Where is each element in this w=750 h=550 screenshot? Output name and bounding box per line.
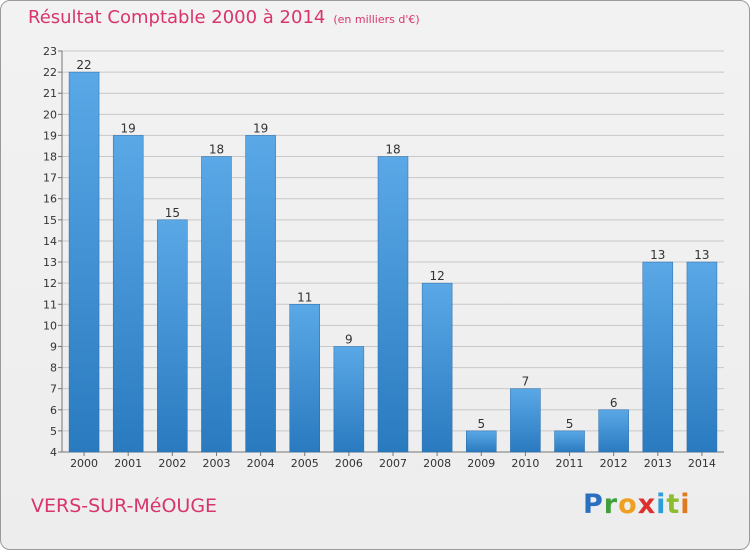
y-tick-label-16: 16	[43, 193, 57, 206]
logo-letter: r	[603, 489, 619, 520]
x-tick-label-2011: 2011	[556, 457, 584, 470]
y-tick-label-18: 18	[43, 151, 57, 164]
y-tick-label-20: 20	[43, 108, 57, 121]
logo-letter: x	[637, 489, 657, 520]
x-tick-label-2010: 2010	[511, 457, 539, 470]
bar-2000	[68, 71, 100, 453]
x-tick-label-2006: 2006	[335, 457, 363, 470]
proxiti-logo: Proxiti	[583, 489, 691, 520]
y-tick-label-6: 6	[50, 404, 57, 417]
bar-2007	[377, 156, 409, 453]
x-tick-label-2013: 2013	[644, 457, 672, 470]
value-label-2003: 18	[209, 143, 224, 157]
bar-2008	[421, 282, 453, 453]
y-tick-label-13: 13	[43, 256, 57, 269]
y-tick-label-19: 19	[43, 129, 57, 142]
x-tick-label-2005: 2005	[291, 457, 319, 470]
x-tick-label-2000: 2000	[70, 457, 98, 470]
y-tick-label-15: 15	[43, 214, 57, 227]
value-label-2001: 19	[121, 121, 136, 135]
chart-title-block: Résultat Comptable 2000 à 2014 (en millie…	[28, 7, 420, 28]
y-tick-label-22: 22	[43, 66, 57, 79]
x-tick-label-2009: 2009	[467, 457, 495, 470]
logo-letter: i	[656, 489, 667, 520]
value-label-2009: 5	[477, 417, 485, 431]
y-tick-label-14: 14	[43, 235, 57, 248]
x-tick-label-2008: 2008	[423, 457, 451, 470]
value-labels: 22 19 15 18 19 11 9 18 12 5 7 5 6 13 13	[76, 58, 709, 431]
chart-title: Résultat Comptable 2000 à 2014	[28, 7, 326, 28]
bar-2004	[245, 135, 276, 453]
y-tick-label-5: 5	[50, 425, 57, 438]
value-label-2010: 7	[522, 375, 530, 389]
y-tick-label-9: 9	[50, 340, 57, 353]
x-tick-label-2001: 2001	[114, 457, 142, 470]
bar-2010	[510, 388, 541, 453]
bar-2009	[466, 430, 497, 453]
y-tick-label-10: 10	[43, 319, 57, 332]
x-tick-label-2007: 2007	[379, 457, 407, 470]
bar-2001	[112, 135, 144, 453]
bar-2005	[289, 304, 320, 453]
value-label-2000: 22	[76, 58, 91, 72]
bar-2006	[333, 346, 365, 453]
value-label-2008: 12	[429, 269, 444, 283]
value-label-2007: 18	[385, 143, 400, 157]
y-tick-label-4: 4	[50, 446, 57, 459]
value-label-2002: 15	[165, 206, 180, 220]
bars	[68, 71, 718, 453]
chart-units: (en milliers d'€)	[333, 13, 420, 26]
commune-name: VERS-SUR-MéOUGE	[31, 495, 218, 517]
bar-2002	[157, 219, 188, 453]
x-tick-labels: 2000 2001 2002 2003 2004 2005 2006 2007 2008 2009…	[70, 457, 716, 470]
value-label-2014: 13	[694, 248, 709, 262]
y-tick-label-23: 23	[43, 45, 57, 58]
value-label-2011: 5	[566, 417, 574, 431]
bar-2003	[201, 156, 232, 453]
value-label-2004: 19	[253, 121, 268, 135]
y-tick-label-17: 17	[43, 172, 57, 185]
y-tick-label-12: 12	[43, 277, 57, 290]
y-tick-labels: 4 5 6 7 8 9 10 11 12 13 14 15 16 17 18 19 20 21 22 23	[43, 45, 57, 459]
bar-2011	[554, 430, 585, 453]
x-tick-label-2003: 2003	[202, 457, 230, 470]
x-tick-label-2002: 2002	[158, 457, 186, 470]
y-tick-label-21: 21	[43, 87, 57, 100]
y-tick-label-11: 11	[43, 298, 57, 311]
x-tick-label-2014: 2014	[688, 457, 716, 470]
value-label-2006: 9	[345, 332, 353, 346]
bar-2013	[642, 261, 674, 453]
logo-letter: P	[583, 489, 604, 520]
logo-letter: t	[666, 489, 681, 520]
value-label-2005: 11	[297, 290, 312, 304]
bar-2012	[598, 409, 629, 453]
logo-letter: o	[618, 489, 638, 520]
x-tick-label-2012: 2012	[600, 457, 628, 470]
value-label-2013: 13	[650, 248, 665, 262]
bar-2014	[686, 261, 718, 453]
x-tick-label-2004: 2004	[247, 457, 275, 470]
y-tick-label-7: 7	[50, 383, 57, 396]
logo-letter: i	[680, 489, 691, 520]
value-label-2012: 6	[610, 396, 618, 410]
y-tick-label-8: 8	[50, 362, 57, 375]
